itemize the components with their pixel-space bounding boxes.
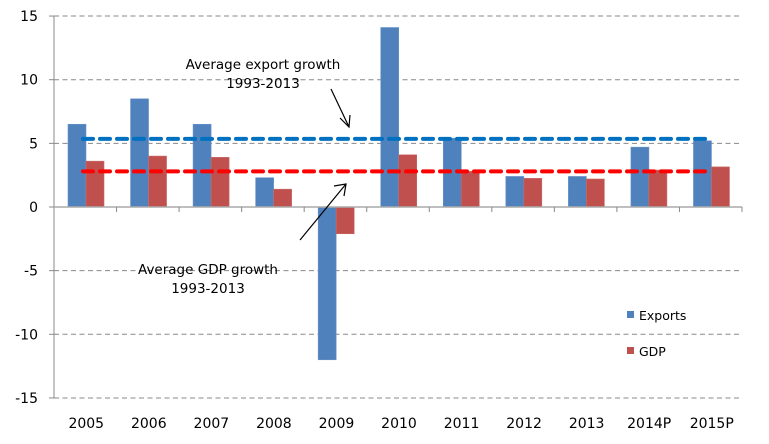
bar-gdp-2008 xyxy=(273,188,292,208)
bar-exports-2008 xyxy=(255,177,274,208)
axes xyxy=(53,16,743,398)
annotation-export-avg: Average export growth 1993-2013 xyxy=(186,57,351,129)
annotation-export-avg-line1: Average export growth xyxy=(186,57,341,73)
bar-gdp-2007 xyxy=(210,157,230,208)
legend-swatch-exports xyxy=(627,311,634,318)
bar-exports-2013 xyxy=(568,176,587,208)
legend-label-gdp: GDP xyxy=(639,344,666,359)
arrowhead-export-avg xyxy=(339,114,351,129)
y-tick-label: 5 xyxy=(29,136,38,152)
x-tick-label: 2009 xyxy=(319,416,355,432)
bar-gdp-2009 xyxy=(335,206,355,235)
bar-exports-2007 xyxy=(192,123,212,208)
x-tick-label: 2012 xyxy=(506,416,542,432)
arrow-gdp-avg xyxy=(299,183,347,241)
annotation-gdp-avg-line2: 1993-2013 xyxy=(171,281,245,297)
y-tick-label: 0 xyxy=(29,200,38,216)
legend-label-exports: Exports xyxy=(639,308,686,323)
annotation-gdp-avg-line1: Average GDP growth xyxy=(138,262,278,278)
reference-lines xyxy=(81,136,714,174)
bar-exports-2009 xyxy=(317,206,337,361)
y-tick-label: -15 xyxy=(15,391,38,407)
y-tick-label: -5 xyxy=(24,264,38,280)
x-tick-label: 2008 xyxy=(256,416,292,432)
x-tick-label: 2011 xyxy=(444,416,480,432)
arrowhead-gdp-avg xyxy=(333,183,347,197)
y-tick-label: -10 xyxy=(15,327,38,343)
bar-gdp-2005 xyxy=(85,160,105,208)
bar-exports-2005 xyxy=(67,123,87,208)
bar-gdp-2015p xyxy=(711,166,730,208)
y-tick-label: 10 xyxy=(20,73,38,89)
x-tick-label: 2015P xyxy=(690,416,734,432)
bar-exports-2012 xyxy=(505,176,525,208)
x-tick-label: 2013 xyxy=(569,416,605,432)
bar-gdp-2010 xyxy=(398,154,418,208)
bar-exports-2010 xyxy=(380,27,400,208)
x-axis-labels: 2005 2006 2007 2008 2009 2010 2011 2012 2013 2014… xyxy=(68,416,733,432)
y-tick-label: 15 xyxy=(20,9,38,25)
bar-gdp-2013 xyxy=(586,178,605,208)
annotation-gdp-avg: Average GDP growth 1993-2013 xyxy=(138,183,347,297)
bar-gdp-2012 xyxy=(523,178,543,208)
bar-exports-2015p xyxy=(693,140,712,208)
x-tick-label: 2007 xyxy=(194,416,230,432)
legend: Exports GDP xyxy=(627,308,686,359)
bar-exports-2014p xyxy=(630,146,650,208)
x-tick-label: 2010 xyxy=(381,416,417,432)
bar-gdp-2011 xyxy=(460,171,480,208)
x-tick-label: 2014P xyxy=(627,416,671,432)
annotation-export-avg-line2: 1993-2013 xyxy=(226,76,300,92)
bar-exports-2006 xyxy=(130,98,149,208)
legend-swatch-gdp xyxy=(627,347,634,354)
arrow-export-avg xyxy=(330,88,350,128)
x-tick-label: 2006 xyxy=(131,416,167,432)
bar-gdp-2014p xyxy=(648,169,668,208)
x-tick-label: 2005 xyxy=(68,416,104,432)
bars xyxy=(67,27,730,361)
bar-gdp-2006 xyxy=(148,155,167,208)
gridlines xyxy=(49,15,742,399)
y-axis-labels: -15 -10 -5 0 5 10 15 xyxy=(15,9,38,407)
